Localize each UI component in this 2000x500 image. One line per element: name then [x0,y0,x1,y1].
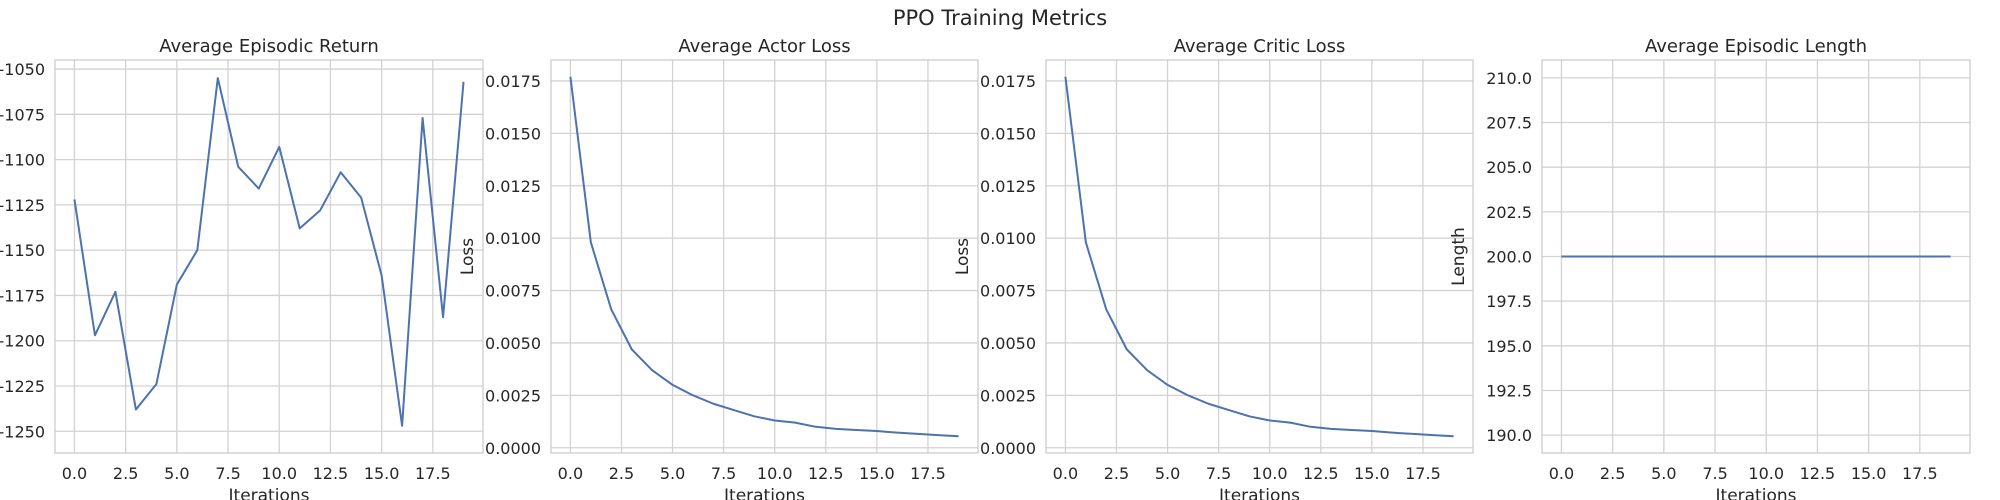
x-tick-label: 2.5 [609,464,634,483]
x-axis-label: Iterations [724,486,805,500]
y-tick-label: 192.5 [1486,381,1532,400]
y-tick-label: -1100 [0,151,45,170]
panel-title: Average Episodic Length [1645,36,1867,57]
y-tick-label: 0.0150 [485,124,541,143]
x-tick-label: 7.5 [711,464,736,483]
series-line [1064,76,1454,438]
panel-title: Average Actor Loss [678,36,850,57]
y-tick-label: -1225 [0,377,45,396]
x-tick-label: 7.5 [215,464,240,483]
series-line [73,77,465,427]
x-tick-label: 12.5 [1800,464,1836,483]
y-tick-label: 210.0 [1486,69,1532,88]
x-tick-label: 15.0 [364,464,400,483]
x-tick-label: 2.5 [113,464,138,483]
y-tick-label: 0.0125 [485,177,541,196]
x-tick-label: 15.0 [859,464,895,483]
x-tick-label: 10.0 [1252,464,1288,483]
y-tick-label: 202.5 [1486,203,1532,222]
plot-frame [1541,59,1971,454]
x-tick-label: 17.5 [415,464,451,483]
x-tick-label: 17.5 [1405,464,1441,483]
y-tick-label: 0.0075 [485,282,541,301]
x-tick-label: 5.0 [1651,464,1676,483]
x-tick-label: 0.0 [1053,464,1078,483]
y-tick-label: 0.0150 [980,124,1036,143]
x-tick-label: 0.0 [1549,464,1574,483]
y-tick-label: 0.0075 [980,282,1036,301]
figure-title: PPO Training Metrics [893,6,1107,30]
x-tick-label: 17.5 [910,464,946,483]
y-tick-label: 0.0000 [485,439,541,458]
x-tick-label: 7.5 [1206,464,1231,483]
y-tick-label: 0.0175 [485,72,541,91]
y-tick-label: 0.0025 [980,386,1036,405]
x-axis-label: Iterations [1219,486,1300,500]
plot-frame [550,59,979,454]
panel-title: Average Critic Loss [1174,36,1346,57]
series-line [569,76,959,438]
x-tick-label: 5.0 [660,464,685,483]
x-tick-label: 15.0 [1354,464,1390,483]
y-tick-label: -1075 [0,105,45,124]
x-tick-label: 12.5 [1303,464,1339,483]
y-tick-label: -1175 [0,286,45,305]
y-tick-label: 0.0050 [485,334,541,353]
y-tick-label: 205.0 [1486,158,1532,177]
plot-frame [1045,59,1474,454]
x-axis-label: Iterations [1716,486,1797,500]
panel-actor-loss: 0.0 2.5 5.0 7.5 10.0 12.5 15.0 17.5 0.0000 0.0025… [458,36,979,500]
x-tick-label: 0.0 [62,464,87,483]
panel-episodic-return: 0.0 2.5 5.0 7.5 10.0 12.5 15.0 17.5 -1050 -1075 -1… [0,36,484,500]
x-tick-label: 5.0 [164,464,189,483]
y-tick-label: 190.0 [1486,426,1532,445]
x-tick-label: 10.0 [261,464,297,483]
panel-episodic-length: 0.0 2.5 5.0 7.5 10.0 12.5 15.0 17.5 190.0 192.5 19… [1449,36,1971,500]
y-tick-label: 0.0175 [980,72,1036,91]
y-tick-label: 0.0100 [980,229,1036,248]
panel-title: Average Episodic Return [159,36,379,57]
x-tick-label: 10.0 [1748,464,1784,483]
plot-frame [54,59,484,454]
panel-critic-loss: 0.0 2.5 5.0 7.5 10.0 12.5 15.0 17.5 0.0000 0.0025… [953,36,1474,500]
y-tick-label: -1150 [0,241,45,260]
x-tick-label: 12.5 [313,464,349,483]
y-tick-label: -1200 [0,332,45,351]
y-tick-label: -1050 [0,60,45,79]
x-tick-label: 5.0 [1155,464,1180,483]
x-tick-label: 2.5 [1600,464,1625,483]
x-tick-label: 15.0 [1851,464,1887,483]
x-axis-label: Iterations [229,486,310,500]
y-tick-label: 197.5 [1486,292,1532,311]
y-tick-label: 0.0000 [980,439,1036,458]
x-tick-label: 0.0 [558,464,583,483]
y-tick-label: 195.0 [1486,337,1532,356]
y-axis-label: Loss [953,238,973,275]
x-tick-label: 17.5 [1902,464,1938,483]
y-tick-label: 207.5 [1486,114,1532,133]
y-tick-label: 0.0125 [980,177,1036,196]
y-axis-label: Loss [458,238,478,275]
y-tick-label: 0.0050 [980,334,1036,353]
y-axis-label: Length [1449,227,1469,286]
x-tick-label: 7.5 [1702,464,1727,483]
y-tick-label: -1125 [0,196,45,215]
y-tick-label: 0.0025 [485,386,541,405]
y-tick-label: 0.0100 [485,229,541,248]
y-tick-label: -1250 [0,422,45,441]
y-tick-label: 200.0 [1486,248,1532,267]
x-tick-label: 2.5 [1104,464,1129,483]
x-tick-label: 10.0 [757,464,793,483]
x-tick-label: 12.5 [808,464,844,483]
